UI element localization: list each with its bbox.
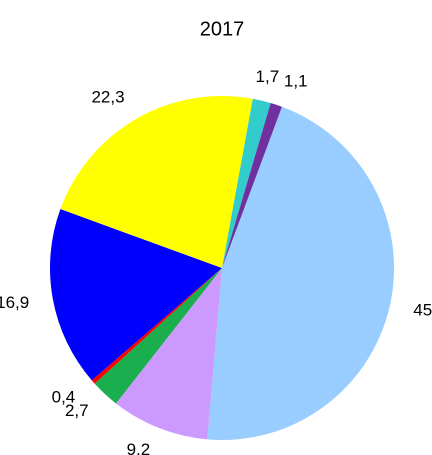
pie-slice (60, 96, 253, 268)
pie-slice (91, 268, 223, 384)
chart-title: 2017 (200, 18, 245, 40)
data-label: 1,1 (284, 72, 308, 91)
pie-slice (222, 103, 282, 268)
data-label: 22,3 (91, 87, 124, 106)
data-label: 9,2 (127, 440, 151, 455)
data-label: 45,7 (413, 300, 432, 319)
data-label: 0,4 (52, 387, 76, 406)
pie-slice (222, 98, 271, 268)
data-label: 2,7 (65, 401, 89, 420)
data-label: 16,9 (0, 293, 29, 312)
pie-slice (94, 268, 222, 404)
pie-slice (50, 209, 222, 381)
data-label: 1,7 (256, 67, 280, 86)
pie-slice (116, 268, 222, 440)
pie-slice (207, 106, 394, 440)
